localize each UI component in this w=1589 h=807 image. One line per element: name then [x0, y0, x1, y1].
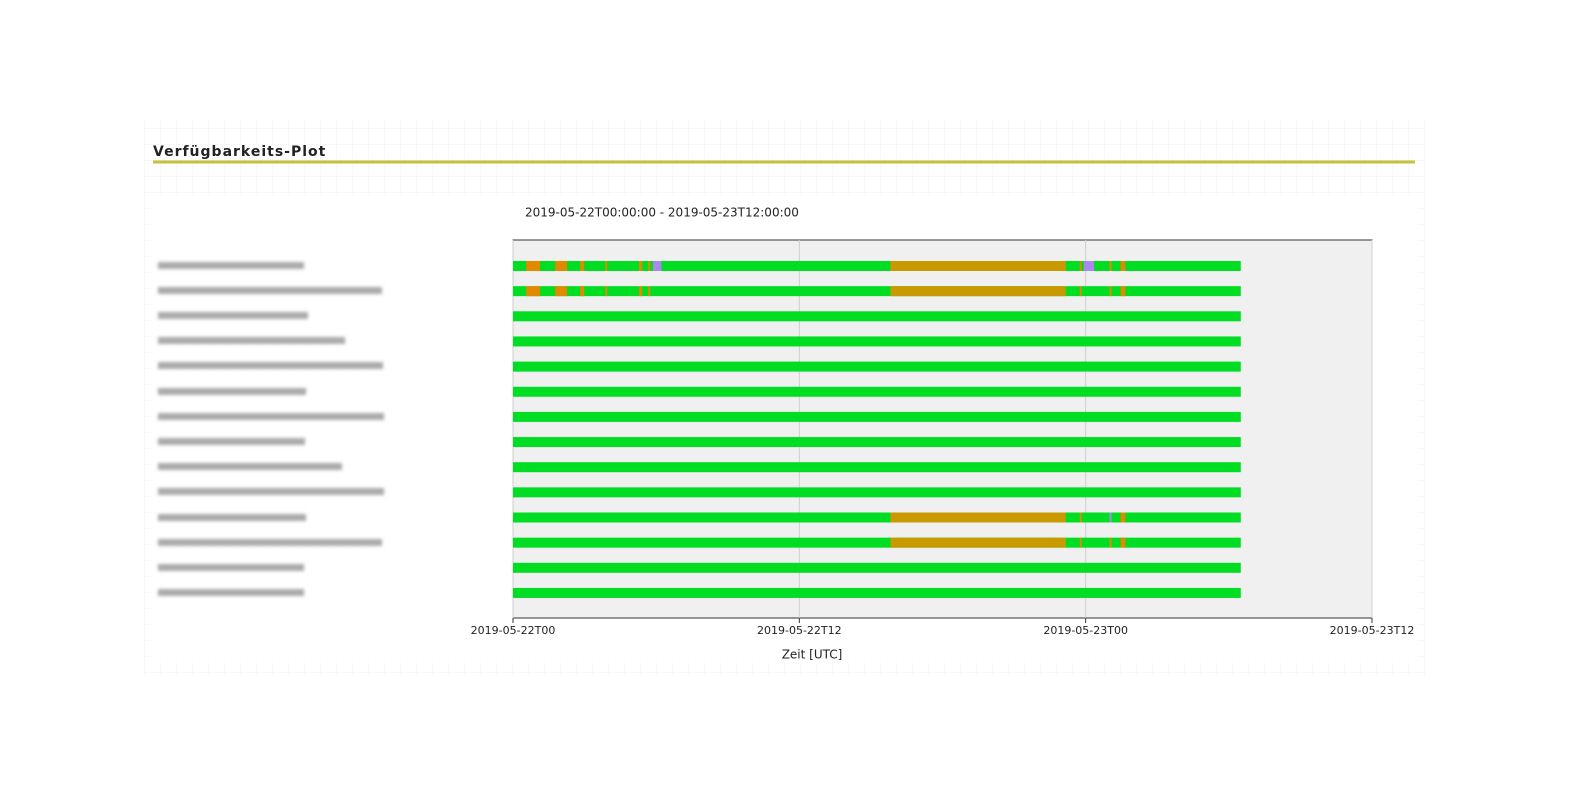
availability-segment — [1079, 261, 1082, 271]
availability-segment — [513, 386, 1241, 397]
availability-segment — [605, 261, 608, 271]
availability-segment — [1120, 537, 1126, 548]
blurred-label — [158, 514, 306, 521]
availability-segment — [1109, 512, 1112, 523]
blurred-label — [158, 589, 304, 596]
availability-segment — [513, 361, 1241, 372]
hidden-labels — [158, 262, 384, 596]
availability-segment — [513, 286, 1241, 297]
availability-segment — [526, 261, 541, 271]
availability-segment — [890, 537, 1066, 548]
availability-segment — [890, 286, 1066, 297]
availability-segment — [555, 261, 568, 271]
availability-segment — [1079, 286, 1082, 297]
availability-segment — [513, 311, 1241, 322]
availability-segment — [639, 261, 643, 271]
availability-segment — [1079, 537, 1082, 548]
availability-segment — [648, 261, 651, 271]
blurred-label — [158, 388, 306, 395]
chart-subtitle: 2019-05-22T00:00:00 - 2019-05-23T12:00:0… — [525, 206, 799, 220]
availability-segment — [639, 286, 643, 297]
availability-segment — [1109, 261, 1112, 271]
availability-segment — [1120, 261, 1126, 271]
blurred-label — [158, 312, 308, 319]
availability-segment — [652, 261, 662, 271]
blurred-label — [158, 438, 305, 445]
availability-segment — [526, 286, 541, 297]
panel-title: Verfügbarkeits-Plot — [153, 144, 326, 160]
availability-segment — [513, 261, 1241, 271]
blurred-label — [158, 337, 345, 344]
availability-segment — [1120, 286, 1126, 297]
blurred-label — [158, 539, 382, 546]
availability-segment — [513, 411, 1241, 422]
x-tick-label: 2019-05-22T00 — [471, 624, 556, 637]
availability-segment — [580, 286, 585, 297]
availability-segment — [580, 261, 585, 271]
plot-area — [512, 239, 1373, 619]
blurred-label — [158, 564, 304, 571]
availability-segment — [1083, 261, 1095, 271]
availability-segment — [1079, 512, 1082, 523]
availability-segment — [890, 512, 1066, 523]
availability-segment — [648, 286, 651, 297]
availability-segment — [1109, 286, 1112, 297]
availability-segment — [513, 487, 1241, 498]
blurred-label — [158, 262, 304, 269]
availability-segment — [890, 261, 1066, 271]
blurred-label — [158, 287, 382, 294]
availability-segment — [513, 462, 1241, 473]
availability-segment — [513, 336, 1241, 347]
blurred-label — [158, 488, 384, 495]
x-tick-label: 2019-05-23T00 — [1043, 624, 1128, 637]
availability-segment — [1109, 537, 1112, 548]
blurred-label — [158, 362, 383, 369]
availability-segment — [513, 562, 1241, 573]
blurred-label — [158, 413, 384, 420]
x-axis-label: Zeit [UTC] — [782, 648, 843, 662]
availability-segment — [513, 437, 1241, 448]
blurred-label — [158, 463, 342, 470]
availability-segment — [513, 512, 1241, 523]
availability-segment — [555, 286, 568, 297]
availability-segment — [1120, 512, 1126, 523]
availability-segment — [513, 587, 1241, 598]
x-tick-label: 2019-05-22T12 — [757, 624, 842, 637]
x-tick-label: 2019-05-23T12 — [1330, 624, 1415, 637]
availability-segment — [605, 286, 608, 297]
availability-segment — [513, 537, 1241, 548]
